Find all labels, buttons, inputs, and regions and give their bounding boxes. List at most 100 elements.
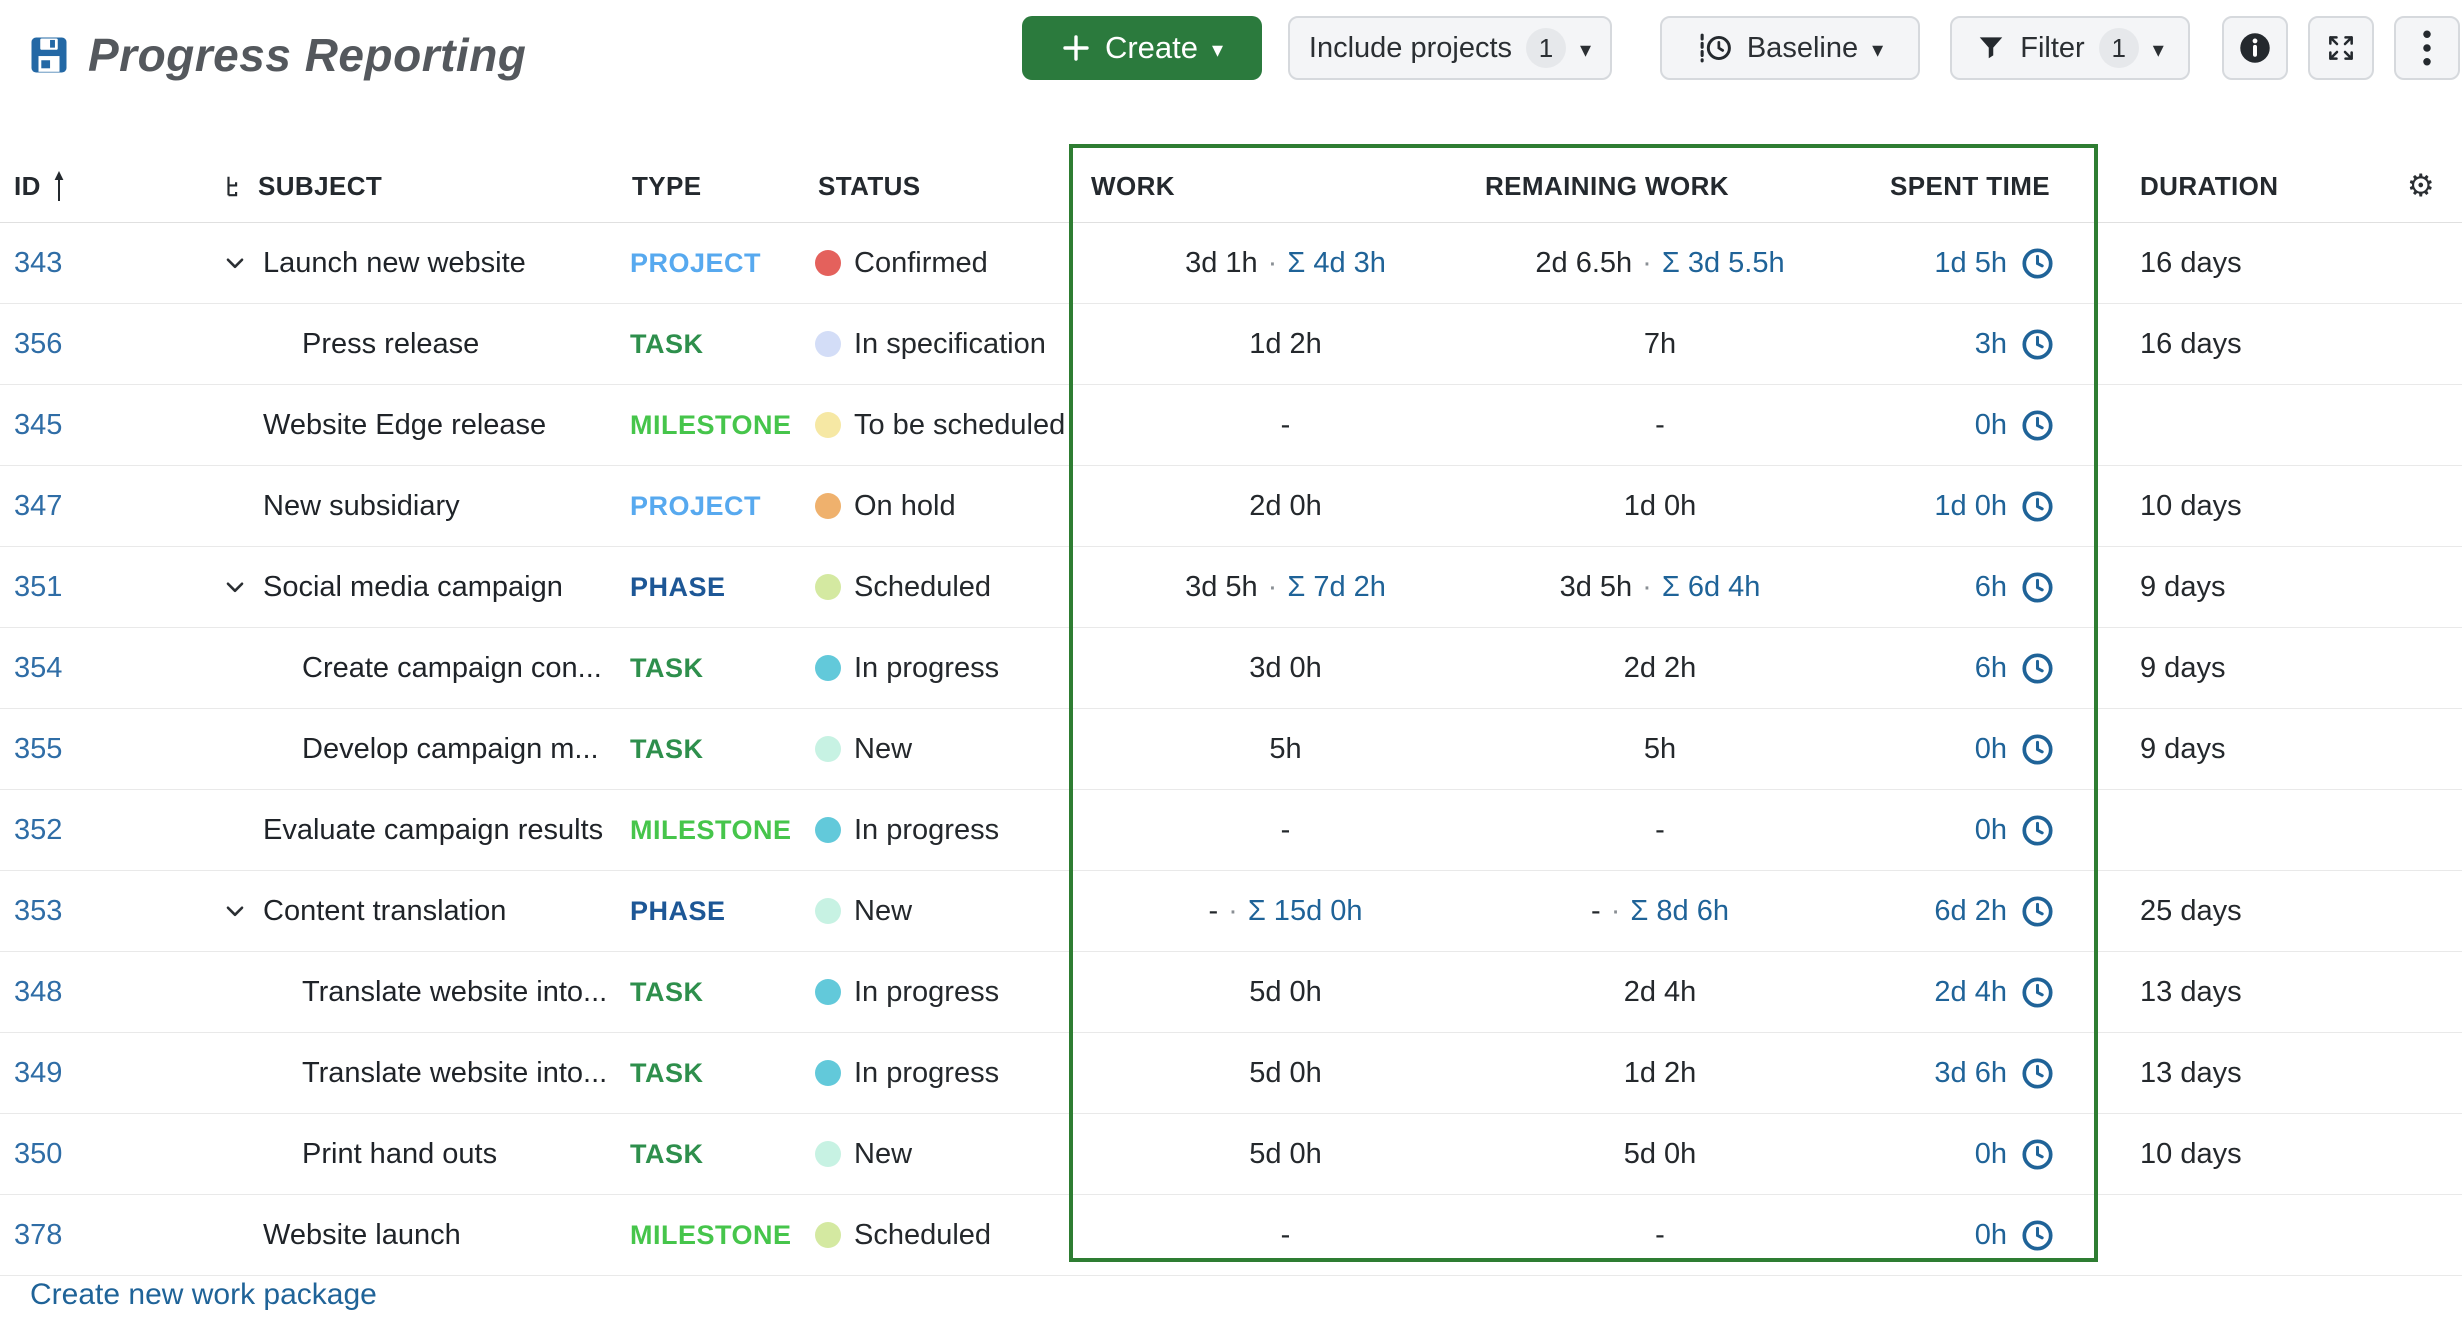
duration-value[interactable]: 9 days bbox=[2140, 570, 2226, 603]
remaining-work-cell[interactable]: - bbox=[1480, 385, 1880, 465]
status-cell[interactable]: In progress bbox=[815, 952, 1071, 1032]
subject-text[interactable]: Social media campaign bbox=[263, 570, 563, 603]
baseline-button[interactable]: Baseline ▾ bbox=[1660, 16, 1920, 80]
subject-text[interactable]: Create campaign con... bbox=[302, 651, 602, 684]
work-package-id-link[interactable]: 356 bbox=[14, 327, 63, 360]
filter-button[interactable]: Filter 1 ▾ bbox=[1950, 16, 2190, 80]
subject-text[interactable]: New subsidiary bbox=[263, 489, 460, 522]
subject-text[interactable]: Print hand outs bbox=[302, 1137, 498, 1170]
work-package-id-link[interactable]: 343 bbox=[14, 246, 63, 279]
spent-time-link[interactable]: 1d 0h bbox=[1934, 489, 2007, 522]
table-row[interactable]: 352 Evaluate campaign results MILESTONE … bbox=[0, 790, 2462, 871]
work-package-id-link[interactable]: 352 bbox=[14, 813, 63, 846]
remaining-work-cell[interactable]: - bbox=[1480, 1195, 1880, 1275]
work-cell[interactable]: 5d 0h bbox=[1071, 952, 1480, 1032]
remaining-work-cell[interactable]: 1d 0h bbox=[1480, 466, 1880, 546]
status-cell[interactable]: Scheduled bbox=[815, 547, 1071, 627]
spent-time-cell[interactable]: 2d 4h bbox=[1880, 952, 2096, 1032]
create-work-package-link[interactable]: Create new work package bbox=[30, 1278, 377, 1311]
work-package-id-link[interactable]: 378 bbox=[14, 1218, 63, 1251]
duration-value[interactable] bbox=[2096, 385, 2380, 465]
work-cell[interactable]: 3d 1h · Σ 4d 3h bbox=[1071, 223, 1480, 303]
duration-value[interactable]: 10 days bbox=[2140, 489, 2242, 522]
spent-time-link[interactable]: 0h bbox=[1974, 1218, 2007, 1251]
type-badge[interactable]: MILESTONE bbox=[630, 1219, 792, 1250]
work-cell[interactable]: 5d 0h bbox=[1071, 1114, 1480, 1194]
status-cell[interactable]: In progress bbox=[815, 628, 1071, 708]
type-badge[interactable]: TASK bbox=[630, 652, 704, 683]
subject-text[interactable]: Develop campaign m... bbox=[302, 732, 599, 765]
remaining-sum-link[interactable]: Σ 8d 6h bbox=[1630, 894, 1729, 927]
remaining-work-cell[interactable]: 5h bbox=[1480, 709, 1880, 789]
work-cell[interactable]: 3d 0h bbox=[1071, 628, 1480, 708]
more-menu-button[interactable] bbox=[2394, 16, 2460, 80]
duration-value[interactable]: 9 days bbox=[2140, 651, 2226, 684]
work-package-id-link[interactable]: 351 bbox=[14, 570, 63, 603]
type-badge[interactable]: TASK bbox=[630, 1138, 704, 1169]
work-cell[interactable]: 5h bbox=[1071, 709, 1480, 789]
spent-time-cell[interactable]: 1d 0h bbox=[1880, 466, 2096, 546]
remaining-work-cell[interactable]: 5d 0h bbox=[1480, 1114, 1880, 1194]
work-cell[interactable]: 3d 5h · Σ 7d 2h bbox=[1071, 547, 1480, 627]
column-header-status[interactable]: STATUS bbox=[815, 171, 1071, 202]
duration-value[interactable] bbox=[2096, 790, 2380, 870]
work-cell[interactable]: 1d 2h bbox=[1071, 304, 1480, 384]
work-package-id-link[interactable]: 354 bbox=[14, 651, 63, 684]
subject-text[interactable]: Translate website into... bbox=[302, 975, 608, 1008]
spent-time-cell[interactable]: 0h bbox=[1880, 385, 2096, 465]
work-package-id-link[interactable]: 348 bbox=[14, 975, 63, 1008]
remaining-work-cell[interactable]: 2d 6.5h · Σ 3d 5.5h bbox=[1480, 223, 1880, 303]
type-badge[interactable]: PROJECT bbox=[630, 247, 762, 278]
spent-time-link[interactable]: 2d 4h bbox=[1934, 975, 2007, 1008]
work-cell[interactable]: - · Σ 15d 0h bbox=[1071, 871, 1480, 951]
work-package-id-link[interactable]: 349 bbox=[14, 1056, 63, 1089]
subject-text[interactable]: Website launch bbox=[263, 1218, 461, 1251]
remaining-work-cell[interactable]: 1d 2h bbox=[1480, 1033, 1880, 1113]
table-row[interactable]: 345 Website Edge release MILESTONE To be… bbox=[0, 385, 2462, 466]
spent-time-link[interactable]: 0h bbox=[1974, 408, 2007, 441]
work-cell[interactable]: 2d 0h bbox=[1071, 466, 1480, 546]
subject-text[interactable]: Translate website into... bbox=[302, 1056, 608, 1089]
type-badge[interactable]: TASK bbox=[630, 1057, 704, 1088]
spent-time-cell[interactable]: 3d 6h bbox=[1880, 1033, 2096, 1113]
status-cell[interactable]: On hold bbox=[815, 466, 1071, 546]
work-cell[interactable]: - bbox=[1071, 385, 1480, 465]
column-header-duration[interactable]: DURATION bbox=[2096, 171, 2380, 202]
status-cell[interactable]: New bbox=[815, 871, 1071, 951]
create-button[interactable]: Create ▾ bbox=[1022, 16, 1262, 80]
type-badge[interactable]: MILESTONE bbox=[630, 409, 792, 440]
chevron-down-icon[interactable] bbox=[222, 574, 248, 600]
remaining-work-cell[interactable]: 3d 5h · Σ 6d 4h bbox=[1480, 547, 1880, 627]
spent-time-cell[interactable]: 6d 2h bbox=[1880, 871, 2096, 951]
column-header-work[interactable]: WORK bbox=[1071, 171, 1480, 202]
duration-value[interactable]: 25 days bbox=[2140, 894, 2242, 927]
work-sum-link[interactable]: Σ 4d 3h bbox=[1287, 246, 1386, 279]
duration-value[interactable]: 13 days bbox=[2140, 1056, 2242, 1089]
work-cell[interactable]: 5d 0h bbox=[1071, 1033, 1480, 1113]
table-row[interactable]: 354 Create campaign con... TASK In progr… bbox=[0, 628, 2462, 709]
remaining-sum-link[interactable]: Σ 3d 5.5h bbox=[1661, 246, 1785, 279]
status-cell[interactable]: To be scheduled bbox=[815, 385, 1071, 465]
hierarchy-icon[interactable] bbox=[222, 173, 248, 199]
table-row[interactable]: 343 Launch new website PROJECT Confirmed… bbox=[0, 223, 2462, 304]
remaining-sum-link[interactable]: Σ 6d 4h bbox=[1661, 570, 1761, 603]
type-badge[interactable]: PHASE bbox=[630, 895, 726, 926]
spent-time-link[interactable]: 3h bbox=[1974, 327, 2007, 360]
table-row[interactable]: 349 Translate website into... TASK In pr… bbox=[0, 1033, 2462, 1114]
info-button[interactable] bbox=[2222, 16, 2288, 80]
table-row[interactable]: 378 Website launch MILESTONE Scheduled -… bbox=[0, 1195, 2462, 1276]
work-cell[interactable]: - bbox=[1071, 790, 1480, 870]
column-header-type[interactable]: TYPE bbox=[630, 171, 815, 202]
spent-time-link[interactable]: 1d 5h bbox=[1934, 246, 2007, 279]
duration-value[interactable]: 16 days bbox=[2140, 246, 2242, 279]
status-cell[interactable]: In progress bbox=[815, 790, 1071, 870]
spent-time-link[interactable]: 0h bbox=[1974, 813, 2007, 846]
remaining-work-cell[interactable]: 7h bbox=[1480, 304, 1880, 384]
work-cell[interactable]: - bbox=[1071, 1195, 1480, 1275]
type-badge[interactable]: PROJECT bbox=[630, 490, 762, 521]
spent-time-cell[interactable]: 3h bbox=[1880, 304, 2096, 384]
remaining-work-cell[interactable]: 2d 2h bbox=[1480, 628, 1880, 708]
subject-text[interactable]: Evaluate campaign results bbox=[263, 813, 604, 846]
column-header-subject[interactable]: SUBJECT bbox=[205, 171, 630, 202]
status-cell[interactable]: Confirmed bbox=[815, 223, 1071, 303]
